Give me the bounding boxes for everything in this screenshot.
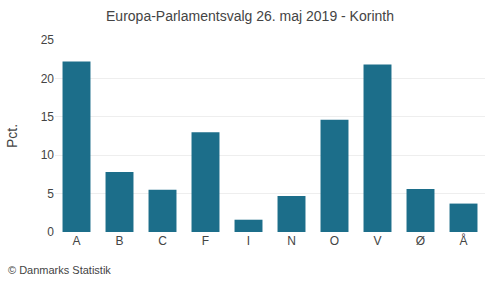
- svg-text:C: C: [158, 234, 167, 248]
- svg-text:10: 10: [41, 148, 55, 162]
- svg-text:V: V: [373, 234, 381, 248]
- svg-text:N: N: [287, 234, 296, 248]
- svg-text:Pct.: Pct.: [4, 124, 20, 148]
- svg-text:Europa-Parlamentsvalg 26. maj: Europa-Parlamentsvalg 26. maj 2019 - Kor…: [106, 8, 394, 24]
- svg-text:Å: Å: [459, 233, 467, 248]
- svg-text:15: 15: [41, 110, 55, 124]
- svg-text:5: 5: [47, 187, 54, 201]
- svg-text:B: B: [115, 234, 123, 248]
- svg-text:Ø: Ø: [416, 234, 425, 248]
- svg-text:O: O: [330, 234, 339, 248]
- svg-text:20: 20: [41, 72, 55, 86]
- svg-text:0: 0: [47, 225, 54, 239]
- svg-text:I: I: [247, 234, 250, 248]
- svg-text:© Danmarks Statistik: © Danmarks Statistik: [8, 264, 111, 276]
- svg-text:F: F: [202, 234, 209, 248]
- svg-text:25: 25: [41, 33, 55, 47]
- svg-text:A: A: [72, 234, 80, 248]
